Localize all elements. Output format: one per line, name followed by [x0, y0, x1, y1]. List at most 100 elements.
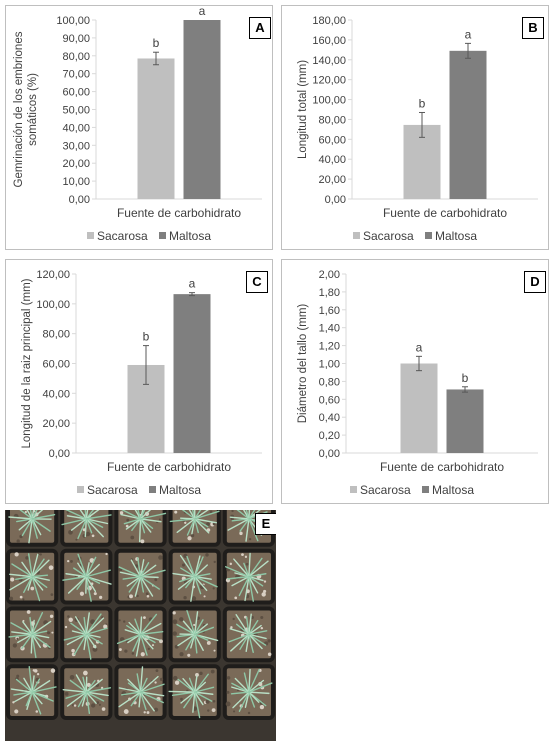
seedling-needle [179, 517, 196, 520]
chart-d-y-tick-label: 1,60 [319, 305, 340, 317]
seedling-needle [8, 633, 33, 638]
chart-d-y-tick-label: 1,40 [319, 323, 340, 335]
seedling-needle [28, 665, 33, 693]
seedling-needle [85, 687, 112, 693]
substrate-particle [259, 704, 265, 710]
chart-a-y-tick-label: 50,00 [62, 105, 90, 117]
substrate-particle [16, 637, 19, 641]
seedling-needle [235, 623, 250, 636]
chart-b-significance-letter: a [465, 27, 472, 41]
chart-d-y-tick-label: 0,00 [319, 448, 340, 460]
chart-c-significance-letter: a [189, 277, 196, 291]
seedling-needle [119, 571, 142, 578]
seedling-needle [193, 633, 198, 654]
seedling-needle [139, 691, 147, 711]
chart-b-y-tick-label: 180,00 [312, 15, 346, 27]
chart-b-y-tick-label: 60,00 [318, 134, 346, 146]
seedling-needle [85, 575, 92, 602]
substrate-particle [205, 699, 210, 704]
chart-d-bar-sacarosa [400, 363, 438, 453]
seedling-needle [85, 678, 103, 693]
seedling-needle [31, 575, 50, 581]
chart-d-y-label: Diámetro del tallo (mm) [297, 304, 309, 424]
substrate-particle [206, 640, 211, 645]
substrate-particle [213, 560, 216, 564]
substrate-particle [33, 669, 38, 673]
substrate-particle [96, 701, 100, 704]
substrate-particle [30, 586, 35, 591]
seedling-needle [31, 518, 38, 539]
substrate-particle [154, 578, 158, 582]
substrate-particle [245, 562, 249, 566]
substrate-particle [10, 577, 15, 582]
seedling-needle [126, 575, 142, 587]
seedling-needle [193, 626, 215, 636]
seedling-needle [73, 633, 88, 656]
chart-b-significance-letter: b [419, 96, 426, 110]
seedling [8, 612, 52, 659]
seedling-needle [177, 575, 196, 590]
seedlings-photo: E [5, 510, 276, 741]
seedling-needle [231, 575, 250, 587]
substrate-particle [145, 592, 149, 596]
substrate-particle [79, 591, 85, 596]
substrate-particle [183, 596, 187, 600]
panel-label-e: E [255, 513, 276, 535]
substrate-particle [195, 672, 199, 677]
chart-d-legend-label: Maltosa [432, 483, 474, 497]
chart-a-legend-swatch-sacarosa [87, 232, 94, 239]
chart-b-y-tick-label: 100,00 [312, 95, 346, 107]
substrate-particle [172, 631, 177, 636]
chart-c-x-label: Fuente de carbohidrato [107, 460, 231, 474]
substrate-particle [24, 510, 27, 514]
seedling-needle [85, 556, 97, 578]
seedling-needle [180, 691, 196, 704]
seedling-needle [139, 677, 148, 693]
seedling-needle [85, 510, 95, 520]
seedling-needle [85, 514, 112, 520]
seedling-needle [31, 510, 35, 520]
seedling-needle [182, 677, 196, 693]
seedling-needle [168, 690, 196, 693]
seedling-needle [231, 682, 250, 693]
substrate-particle [26, 610, 31, 614]
chart-d-y-tick-label: 2,00 [319, 269, 340, 281]
seedling-needle [139, 564, 157, 578]
seedling-needle [31, 553, 39, 578]
seedling-needle [248, 613, 252, 636]
seedling-needle [236, 510, 250, 520]
chart-d-y-tick-label: 1,20 [319, 341, 340, 353]
seedling-needle [248, 624, 262, 636]
chart-panel-b: 0,00 20,00 40,00 60,00 80,00 100,00 120,00 140,… [281, 5, 549, 250]
seedling-needle [31, 630, 48, 636]
substrate-particle [25, 556, 29, 560]
substrate-particle [131, 652, 135, 655]
seedling-needle [139, 691, 165, 697]
chart-c-y-tick-label: 80,00 [42, 329, 70, 341]
seedling-needle [85, 633, 103, 645]
chart-a-y-tick-label: 40,00 [62, 122, 90, 134]
chart-b-y-tick-label: 120,00 [312, 75, 346, 87]
substrate-particle [226, 676, 231, 680]
seedling-needle [120, 513, 142, 520]
seedling-needle [139, 616, 143, 636]
seedling [8, 510, 56, 544]
seedling-needle [181, 510, 196, 520]
seedling-needle [31, 633, 42, 648]
seedling-needle [234, 677, 250, 693]
seedling-needle [139, 562, 150, 578]
seedling-needle [136, 673, 142, 693]
seedling-needle [130, 559, 142, 578]
seedling-needle [85, 518, 109, 525]
seedling-needle [248, 575, 259, 594]
seedling-needle [248, 552, 251, 578]
seedling [176, 610, 219, 654]
seedling-needle [85, 691, 105, 702]
seedling-needle [17, 633, 33, 644]
seedling-needle [13, 691, 33, 696]
seedling-needle [61, 518, 88, 526]
seedling-needle [75, 674, 88, 693]
seedling-needle [83, 616, 88, 636]
chart-d-y-tick-label: 0,40 [319, 412, 340, 424]
seedling-needle [188, 510, 196, 520]
